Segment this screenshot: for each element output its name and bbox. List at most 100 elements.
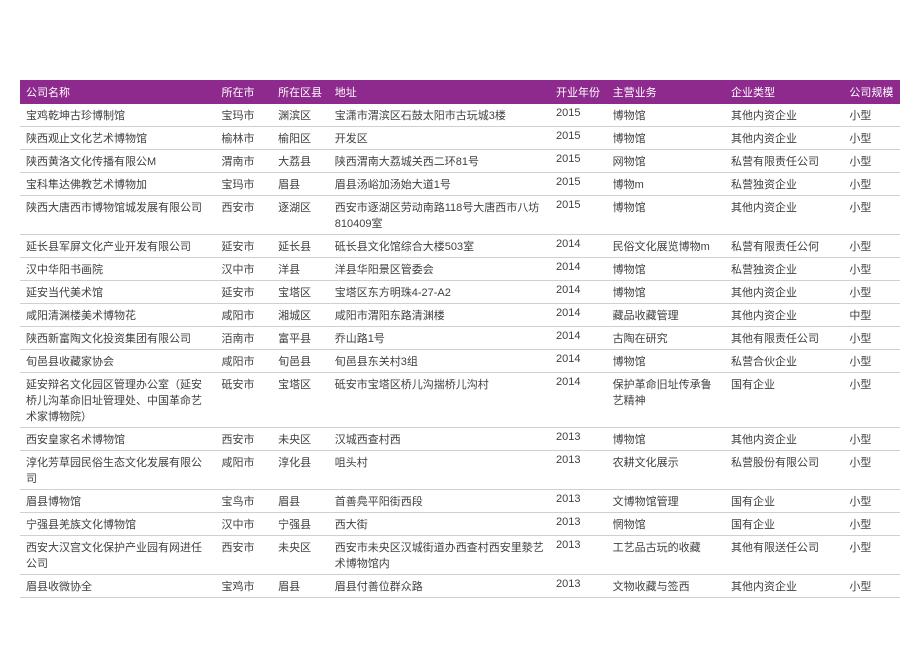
cell-business: 保护革命旧址传承鲁艺精神 <box>607 373 725 428</box>
cell-district: 眉县 <box>272 575 329 598</box>
cell-type: 国有企业 <box>725 490 843 513</box>
cell-year: 2014 <box>550 327 607 350</box>
table-row: 淳化芳草园民俗生态文化发展有限公司咸阳市淳化县咀头村2013农耕文化展示私营股份… <box>20 451 900 490</box>
cell-business: 博物m <box>607 173 725 196</box>
cell-type: 私营合伙企业 <box>725 350 843 373</box>
col-header-scale: 公司规模 <box>843 80 900 104</box>
cell-company: 旬邑县收藏家协会 <box>20 350 216 373</box>
cell-company: 宝科隼达佛教艺术博物加 <box>20 173 216 196</box>
table-row: 延安当代美术馆延安市宝塔区宝塔区东方明珠4-27-A22014博物馆其他内资企业… <box>20 281 900 304</box>
table-row: 陕西观止文化艺术博物馆榆林市榆阳区开发区2015博物馆其他内资企业小型 <box>20 127 900 150</box>
cell-company: 延长县军屏文化产业开发有限公司 <box>20 235 216 258</box>
cell-type: 其他内资企业 <box>725 196 843 235</box>
cell-business: 藏品收藏管理 <box>607 304 725 327</box>
cell-city: 榆林市 <box>216 127 273 150</box>
cell-district: 宁强县 <box>272 513 329 536</box>
table-row: 延长县军屏文化产业开发有限公司延安市延长县砥长县文化馆综合大楼503室2014民… <box>20 235 900 258</box>
cell-type: 其他内资企业 <box>725 304 843 327</box>
cell-city: 西安市 <box>216 196 273 235</box>
cell-address: 砥长县文化馆综合大楼503室 <box>329 235 550 258</box>
cell-city: 延安市 <box>216 235 273 258</box>
cell-district: 大荔县 <box>272 150 329 173</box>
cell-type: 国有企业 <box>725 373 843 428</box>
cell-year: 2013 <box>550 451 607 490</box>
cell-business: 惘物馆 <box>607 513 725 536</box>
cell-city: 西安市 <box>216 536 273 575</box>
cell-district: 富平县 <box>272 327 329 350</box>
cell-address: 汉城西查村西 <box>329 428 550 451</box>
cell-city: 洦南市 <box>216 327 273 350</box>
cell-type: 其他内资企业 <box>725 281 843 304</box>
cell-address: 旬邑县东关村3组 <box>329 350 550 373</box>
cell-business: 博物馆 <box>607 281 725 304</box>
cell-company: 陕西新富陶文化投资集团有限公司 <box>20 327 216 350</box>
cell-company: 陕西大唐西市博物馆城发展有限公司 <box>20 196 216 235</box>
cell-scale: 小型 <box>843 575 900 598</box>
cell-address: 砥安市宝塔区桥儿沟揣桥儿沟村 <box>329 373 550 428</box>
cell-address: 首善鳧平阳街西段 <box>329 490 550 513</box>
cell-business: 博物馆 <box>607 104 725 127</box>
cell-company: 眉县收微协全 <box>20 575 216 598</box>
table-row: 眉县博物馆宝鸟市眉县首善鳧平阳街西段2013文博物馆管理国有企业小型 <box>20 490 900 513</box>
cell-year: 2014 <box>550 373 607 428</box>
cell-business: 文博物馆管理 <box>607 490 725 513</box>
cell-district: 未央区 <box>272 536 329 575</box>
cell-district: 榆阳区 <box>272 127 329 150</box>
table-row: 旬邑县收藏家协会咸阳市旬邑县旬邑县东关村3组2014博物馆私营合伙企业小型 <box>20 350 900 373</box>
cell-year: 2014 <box>550 304 607 327</box>
cell-scale: 中型 <box>843 304 900 327</box>
cell-scale: 小型 <box>843 258 900 281</box>
cell-address: 宝塔区东方明珠4-27-A2 <box>329 281 550 304</box>
cell-company: 眉县博物馆 <box>20 490 216 513</box>
cell-address: 开发区 <box>329 127 550 150</box>
cell-company: 陕西观止文化艺术博物馆 <box>20 127 216 150</box>
cell-type: 国有企业 <box>725 513 843 536</box>
col-header-business: 主营业务 <box>607 80 725 104</box>
cell-year: 2014 <box>550 235 607 258</box>
table-row: 陕西新富陶文化投资集团有限公司洦南市富平县乔山路1号2014古陶在研究其他有限责… <box>20 327 900 350</box>
col-header-type: 企业类型 <box>725 80 843 104</box>
cell-district: 湘城区 <box>272 304 329 327</box>
cell-city: 宝鸟市 <box>216 490 273 513</box>
cell-city: 宝鸡市 <box>216 575 273 598</box>
cell-city: 渭南市 <box>216 150 273 173</box>
cell-year: 2013 <box>550 513 607 536</box>
cell-business: 博物馆 <box>607 196 725 235</box>
cell-scale: 小型 <box>843 513 900 536</box>
cell-address: 咸阳市渭阳东路清渊楼 <box>329 304 550 327</box>
cell-city: 汉中市 <box>216 258 273 281</box>
cell-address: 咀头村 <box>329 451 550 490</box>
cell-company: 西安皇家名术博物馆 <box>20 428 216 451</box>
cell-city: 咸阳市 <box>216 451 273 490</box>
cell-type: 私营有限责任公何 <box>725 235 843 258</box>
table-row: 陕西大唐西市博物馆城发展有限公司西安市逐湖区西安市逐湖区劳动南路118号大唐西市… <box>20 196 900 235</box>
cell-type: 其他内资企业 <box>725 428 843 451</box>
cell-company: 汉中华阳书画院 <box>20 258 216 281</box>
cell-year: 2015 <box>550 150 607 173</box>
cell-company: 淳化芳草园民俗生态文化发展有限公司 <box>20 451 216 490</box>
cell-address: 眉县汤峪加汤始大道1号 <box>329 173 550 196</box>
cell-district: 宝塔区 <box>272 281 329 304</box>
cell-company: 西安大汉宫文化保护产业园有网进任公司 <box>20 536 216 575</box>
cell-district: 洋县 <box>272 258 329 281</box>
table-header: 公司名称 所在市 所在区县 地址 开业年份 主营业务 企业类型 公司规模 <box>20 80 900 104</box>
cell-scale: 小型 <box>843 428 900 451</box>
page-container: 公司名称 所在市 所在区县 地址 开业年份 主营业务 企业类型 公司规模 宝鸡乾… <box>0 0 920 618</box>
cell-type: 私营独资企业 <box>725 258 843 281</box>
col-header-district: 所在区县 <box>272 80 329 104</box>
cell-scale: 小型 <box>843 536 900 575</box>
cell-city: 宝玛市 <box>216 104 273 127</box>
cell-business: 博物馆 <box>607 350 725 373</box>
table-row: 陕西黄洛文化传播有限公M渭南市大荔县陕西渭南大荔城关西二环81号2015网物馆私… <box>20 150 900 173</box>
cell-company: 宁强县羌族文化博物馆 <box>20 513 216 536</box>
cell-business: 网物馆 <box>607 150 725 173</box>
cell-year: 2015 <box>550 127 607 150</box>
cell-scale: 小型 <box>843 173 900 196</box>
cell-scale: 小型 <box>843 327 900 350</box>
cell-district: 宝塔区 <box>272 373 329 428</box>
cell-year: 2015 <box>550 104 607 127</box>
table-row: 汉中华阳书画院汉中市洋县洋县华阳景区管委会2014博物馆私营独资企业小型 <box>20 258 900 281</box>
cell-type: 其他有限责任公司 <box>725 327 843 350</box>
col-header-company: 公司名称 <box>20 80 216 104</box>
cell-scale: 小型 <box>843 281 900 304</box>
